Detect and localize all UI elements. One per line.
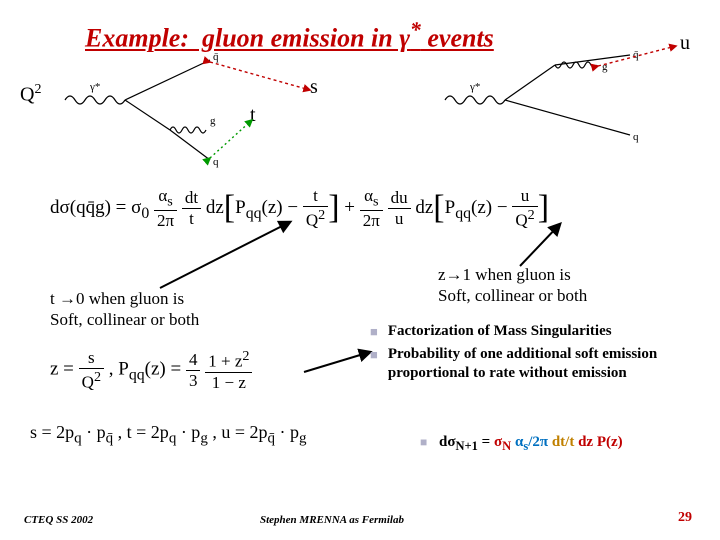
note-t-limit: t →0 when gluon isSoft, collinear or bot… (50, 288, 199, 331)
bullet-icon: ■ (370, 347, 378, 383)
bullet-list: ■ Factorization of Mass Singularities ■ … (370, 322, 702, 386)
bullet-icon: ■ (420, 435, 427, 449)
eq-z-pqq: z = sQ2 , Pqq(z) = 43 1 + z21 − z (50, 348, 252, 393)
bullet-1: ■ Factorization of Mass Singularities (370, 322, 702, 341)
sub-bullet-formula: ■ dσN+1 = σN αs/2π dt/t dz P(z) (420, 434, 623, 454)
note-z-limit: z→1 when gluon isSoft, collinear or both (438, 264, 587, 307)
page-number: 29 (678, 510, 692, 526)
bullet-2: ■ Probability of one additional soft emi… (370, 345, 702, 383)
footer-left: CTEQ SS 2002 (24, 514, 93, 526)
bullet-2-text: Probability of one additional soft emiss… (388, 345, 702, 383)
eq-cross-section: dσ(qq̄g) = σ0 αs2π dtt dz[Pqq(z) − tQ2] … (50, 186, 549, 231)
bullet-1-text: Factorization of Mass Singularities (388, 322, 612, 341)
footer-center: Stephen MRENNA as Fermilab (260, 514, 404, 526)
sub-bullet-text: dσN+1 = σN αs/2π dt/t dz P(z) (439, 434, 623, 450)
bullet-icon: ■ (370, 324, 378, 341)
eq-mandelstam: s = 2pq · pq̄ , t = 2pq · pg , u = 2pq̄ … (30, 422, 306, 448)
colored-arrows (0, 0, 720, 540)
